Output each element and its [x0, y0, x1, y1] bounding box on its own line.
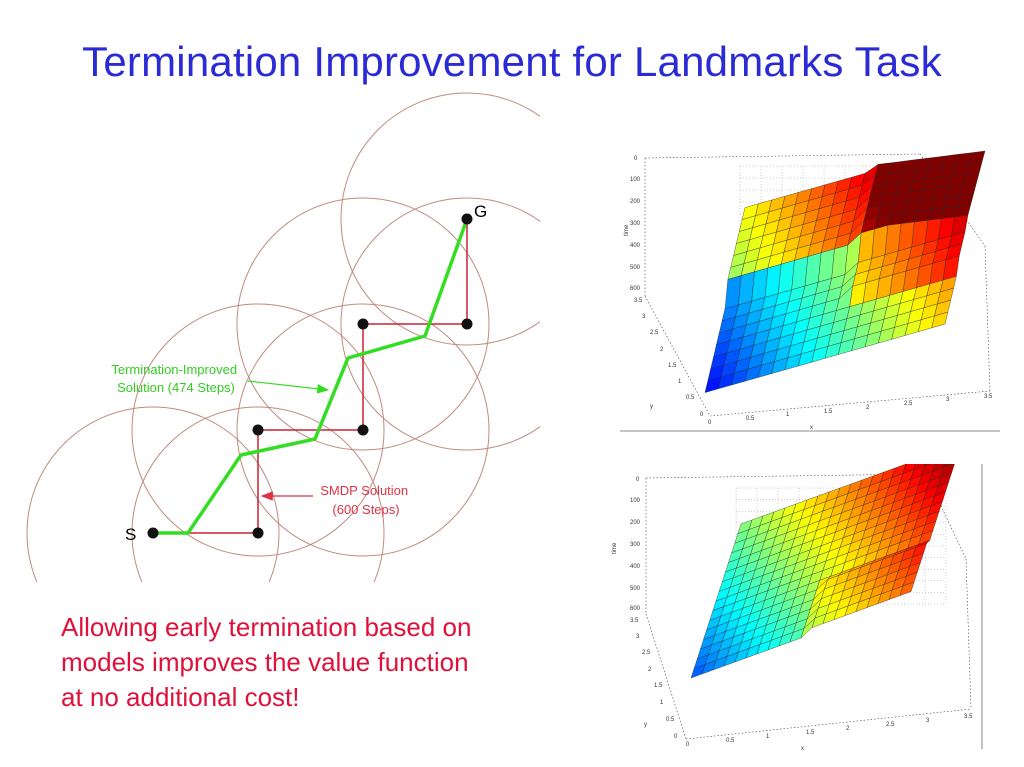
svg-text:3: 3 [926, 718, 930, 724]
landmarks-diagram: S G Termination-Improved Solution (474 S… [26, 92, 540, 582]
svg-text:0.5: 0.5 [686, 395, 695, 401]
svg-text:1: 1 [766, 734, 770, 740]
time-axis-ticks: 0 100 200 300 400 500 600 [630, 156, 641, 292]
y-axis-ticks: 3.5 3 2.5 2 1.5 1 0.5 0 [634, 298, 704, 418]
svg-text:3.5: 3.5 [634, 298, 643, 304]
x-axis-label: x [801, 746, 804, 752]
landmark-point [252, 527, 264, 539]
time-axis-ticks: 0 100 200 300 400 500 600 [630, 477, 641, 612]
svg-text:0.5: 0.5 [726, 738, 735, 744]
landmark-circle [236, 197, 490, 451]
value-surface [690, 464, 955, 679]
goal-label: G [474, 202, 487, 221]
svg-text:400: 400 [630, 243, 641, 249]
svg-text:400: 400 [630, 564, 641, 570]
landmark-point [357, 424, 369, 436]
caption-line: Allowing early termination based on [61, 612, 472, 642]
svg-text:300: 300 [630, 221, 641, 227]
improved-arrow [247, 380, 330, 394]
start-label: S [125, 525, 136, 544]
svg-text:3.5: 3.5 [984, 394, 993, 400]
value-function-plot-bottom: 0 100 200 300 400 500 600 time 3.5 3 2.5… [612, 464, 983, 752]
landmark-circle [340, 92, 540, 346]
svg-text:0: 0 [700, 412, 704, 418]
goal-point [461, 213, 473, 225]
x-axis-ticks: 0 0.5 1 1.5 2 2.5 3 3.5 [708, 394, 993, 426]
svg-text:3: 3 [636, 634, 640, 640]
svg-text:0.5: 0.5 [746, 416, 755, 422]
time-axis-label: time [624, 224, 630, 236]
y-axis-ticks: 3.5 3 2.5 2 1.5 1 0.5 0 [630, 618, 678, 740]
svg-text:0: 0 [636, 477, 640, 483]
landmark-circle [131, 303, 385, 557]
svg-text:0: 0 [674, 734, 678, 740]
svg-text:200: 200 [630, 199, 641, 205]
landmark-point [252, 424, 264, 436]
svg-text:1.5: 1.5 [806, 730, 815, 736]
landmark-point [461, 318, 473, 330]
improved-solution-path [153, 218, 469, 535]
svg-text:100: 100 [630, 498, 641, 504]
svg-text:300: 300 [630, 542, 641, 548]
caption-line: models improves the value function [61, 647, 469, 677]
svg-text:2.5: 2.5 [650, 330, 659, 336]
svg-text:0: 0 [686, 742, 690, 748]
svg-text:2.5: 2.5 [886, 722, 895, 728]
time-axis-label: time [612, 542, 618, 554]
svg-text:2: 2 [660, 347, 664, 353]
svg-text:600: 600 [630, 286, 641, 292]
caption-line: at no additional cost! [61, 682, 300, 712]
svg-text:3: 3 [642, 314, 646, 320]
svg-text:500: 500 [630, 586, 641, 592]
svg-text:600: 600 [630, 606, 641, 612]
landmark-point [357, 318, 369, 330]
svg-text:0: 0 [634, 156, 638, 162]
smdp-label: SMDP Solution (600 Steps) [320, 483, 412, 517]
landmark-circle [236, 303, 490, 557]
svg-text:1.5: 1.5 [654, 683, 663, 689]
y-axis-label: y [644, 722, 647, 728]
svg-text:1: 1 [678, 379, 682, 385]
x-axis-label: x [810, 425, 813, 431]
svg-text:3.5: 3.5 [630, 618, 639, 624]
value-function-plot-top: 0 100 200 300 400 500 600 time 3.5 3 2.5… [620, 150, 1000, 432]
svg-text:1: 1 [786, 412, 790, 418]
svg-text:2.5: 2.5 [642, 650, 651, 656]
svg-text:0.5: 0.5 [666, 717, 675, 723]
svg-text:100: 100 [630, 177, 641, 183]
svg-text:1.5: 1.5 [668, 363, 677, 369]
svg-text:2: 2 [846, 726, 850, 732]
landmark-circle [131, 406, 385, 582]
svg-text:0: 0 [708, 420, 712, 426]
value-surface [704, 150, 986, 393]
svg-text:2: 2 [866, 405, 870, 411]
svg-text:200: 200 [630, 520, 641, 526]
y-axis-label: y [650, 404, 653, 410]
svg-text:500: 500 [630, 265, 641, 271]
caption: Allowing early termination based on mode… [61, 610, 561, 715]
landmark-circle [26, 406, 280, 582]
svg-text:3.5: 3.5 [964, 714, 973, 720]
svg-text:2.5: 2.5 [904, 401, 913, 407]
landmark-circle [340, 197, 540, 451]
svg-text:1.5: 1.5 [824, 409, 833, 415]
improved-label: Termination-Improved Solution (474 Steps… [111, 362, 240, 395]
x-axis-ticks: 0 0.5 1 1.5 2 2.5 3 3.5 [686, 714, 973, 748]
svg-text:1: 1 [660, 700, 664, 706]
svg-text:3: 3 [946, 397, 950, 403]
svg-text:2: 2 [648, 667, 652, 673]
slide-title: Termination Improvement for Landmarks Ta… [82, 38, 942, 85]
start-point [147, 527, 159, 539]
